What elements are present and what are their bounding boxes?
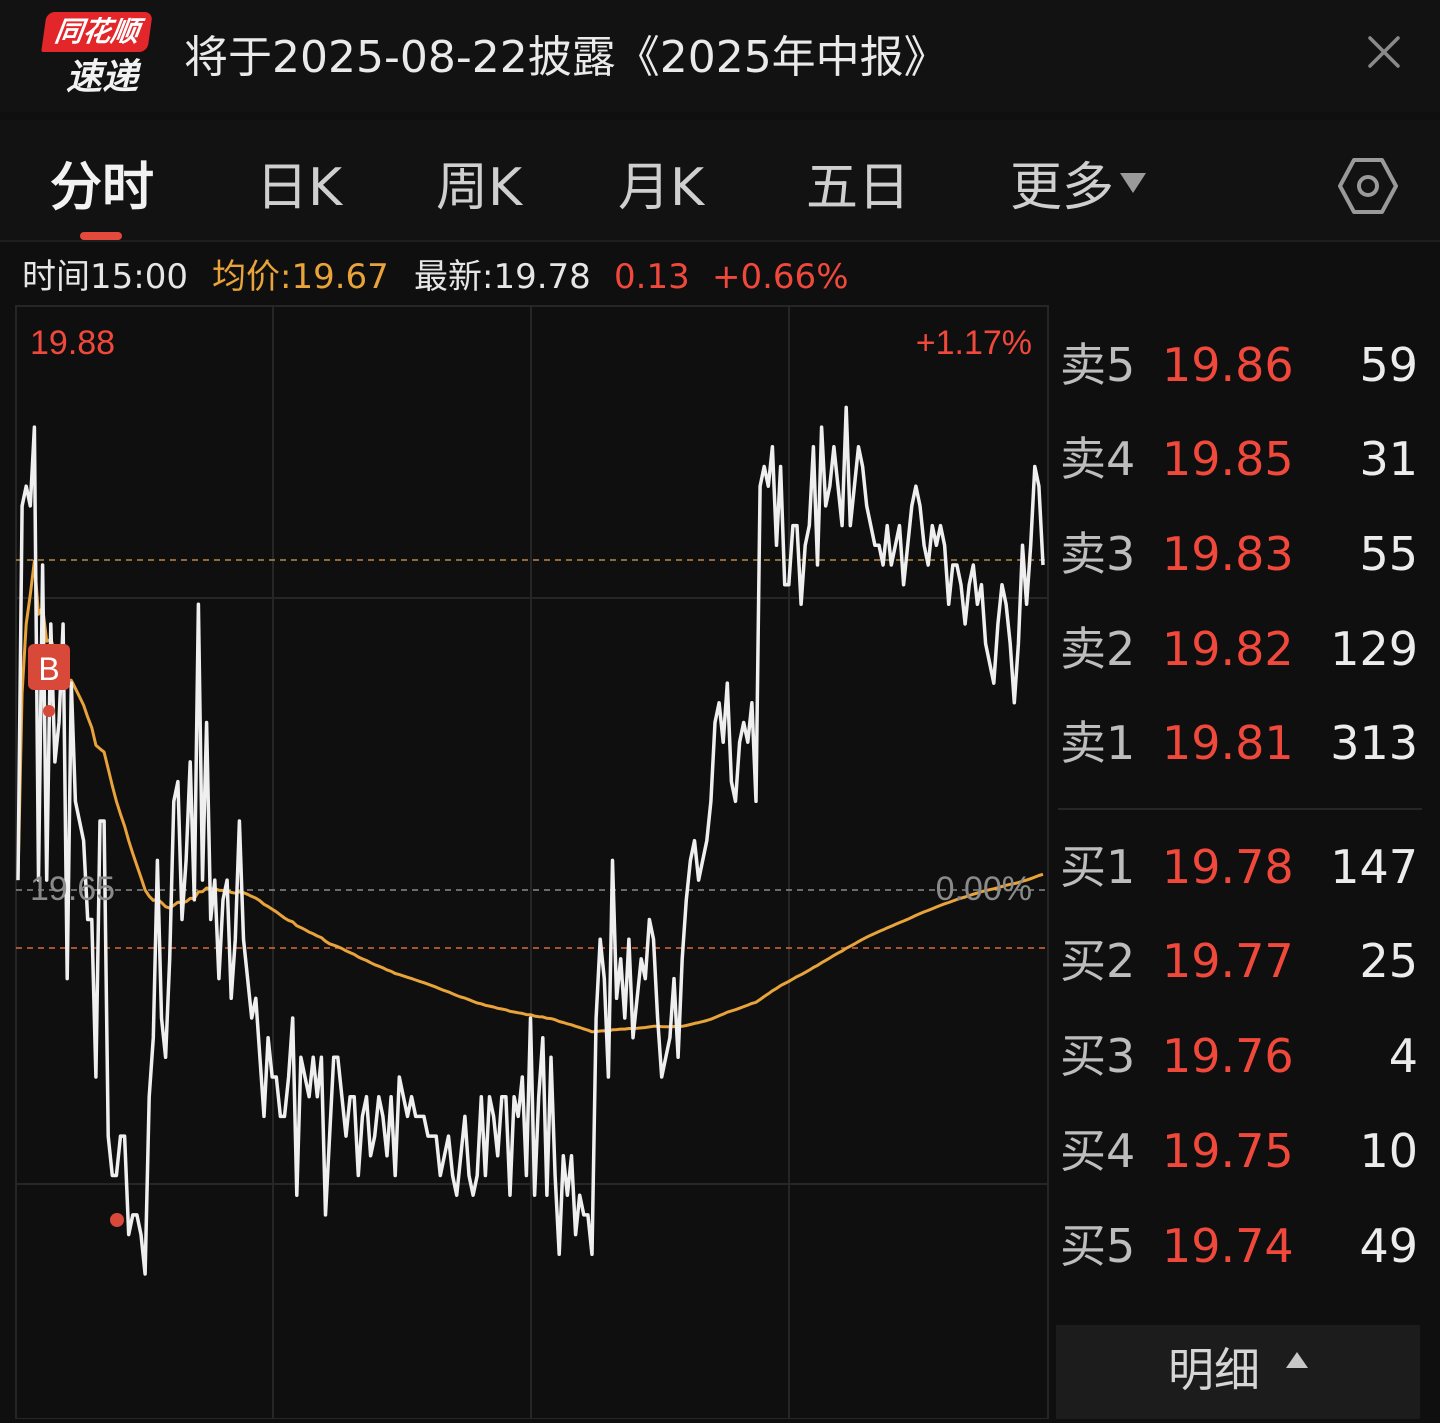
trade-point-dot bbox=[110, 1213, 124, 1227]
pct-mid-label: 0.00% bbox=[936, 870, 1032, 908]
sell-price: 19.86 bbox=[1162, 338, 1294, 392]
buy-label: 买2 bbox=[1060, 934, 1136, 988]
buy-row-4[interactable]: 买4 19.75 10 bbox=[1050, 1104, 1440, 1198]
tab-more-label: 更多 bbox=[1010, 158, 1115, 218]
order-book: 卖5 19.86 59 卖4 19.85 31 卖3 19.83 55 卖2 1… bbox=[1050, 304, 1440, 1419]
change-value: 0.13 bbox=[614, 257, 690, 297]
buy-marker-label: B bbox=[38, 651, 59, 687]
sell-volume: 129 bbox=[1330, 622, 1418, 676]
sell-label: 卖3 bbox=[1060, 527, 1136, 581]
tab-weekly-k[interactable]: 周K bbox=[436, 158, 523, 218]
sell-row-3[interactable]: 卖3 19.83 55 bbox=[1050, 507, 1440, 601]
sell-label: 卖2 bbox=[1060, 622, 1136, 676]
sell-volume: 31 bbox=[1359, 432, 1418, 486]
sell-label: 卖4 bbox=[1060, 432, 1136, 486]
sell-row-1[interactable]: 卖1 19.81 313 bbox=[1050, 696, 1440, 790]
sell-volume: 59 bbox=[1359, 338, 1418, 392]
tab-more[interactable]: 更多 bbox=[1010, 156, 1147, 220]
buy-marker-dot bbox=[43, 705, 55, 717]
sell-row-2[interactable]: 卖2 19.82 129 bbox=[1050, 602, 1440, 696]
intraday-chart-svg: 19.88 +1.17% 19.65 0.00% B bbox=[15, 305, 1049, 1420]
buy-label: 买3 bbox=[1060, 1029, 1136, 1083]
buy-price: 19.76 bbox=[1162, 1029, 1294, 1083]
close-icon-glyph bbox=[1368, 36, 1400, 68]
brand-logo: 同花顺 速递 bbox=[41, 12, 154, 100]
buy-price: 19.77 bbox=[1162, 934, 1294, 988]
latest-price-label: 最新:19.78 bbox=[414, 257, 591, 297]
tab-five-day[interactable]: 五日 bbox=[806, 158, 911, 218]
buy-row-5[interactable]: 买5 19.74 49 bbox=[1050, 1199, 1440, 1293]
logo-bottom-text: 速递 bbox=[65, 57, 138, 98]
notification-headline[interactable]: 将于2025-08-22披露《2025年中报》 bbox=[184, 32, 948, 83]
buy-volume: 4 bbox=[1388, 1029, 1418, 1083]
price-line bbox=[16, 405, 1045, 1276]
buy-row-1[interactable]: 买1 19.78 147 bbox=[1050, 820, 1440, 914]
change-percent: +0.66% bbox=[712, 257, 849, 297]
buy-price: 19.78 bbox=[1162, 840, 1294, 894]
caret-up-icon bbox=[1286, 1351, 1308, 1368]
pct-high-label: +1.17% bbox=[916, 324, 1032, 362]
buy-volume: 49 bbox=[1359, 1219, 1418, 1273]
buy-price: 19.74 bbox=[1162, 1219, 1294, 1273]
sell-volume: 313 bbox=[1330, 716, 1418, 770]
quote-info-line: 时间15:00 均价:19.67 最新:19.78 0.13 +0.66% bbox=[0, 250, 1440, 304]
buy-volume: 25 bbox=[1359, 934, 1418, 988]
sell-price: 19.83 bbox=[1162, 527, 1294, 581]
trade-detail-label: 明细 bbox=[1168, 1343, 1260, 1397]
intraday-chart[interactable]: 19.88 +1.17% 19.65 0.00% B bbox=[0, 304, 1050, 1420]
sell-price: 19.85 bbox=[1162, 432, 1294, 486]
buy-marker[interactable]: B bbox=[28, 644, 70, 717]
sell-row-4[interactable]: 卖4 19.85 31 bbox=[1050, 412, 1440, 506]
settings-glyph bbox=[1338, 158, 1398, 214]
buy-row-2[interactable]: 买2 19.77 25 bbox=[1050, 914, 1440, 1008]
buy-price: 19.75 bbox=[1162, 1124, 1294, 1178]
chart-tabs: 分时 日K 周K 月K 五日 更多 bbox=[0, 120, 1440, 242]
active-tab-indicator bbox=[80, 232, 122, 240]
notification-bar[interactable]: 同花顺 速递 将于2025-08-22披露《2025年中报》 bbox=[0, 0, 1440, 112]
avg-price-label: 均价:19.67 bbox=[212, 257, 389, 297]
caret-down-icon bbox=[1120, 173, 1147, 193]
tab-daily-k[interactable]: 日K bbox=[256, 158, 343, 218]
y-axis-mid-label: 19.65 bbox=[30, 870, 115, 908]
buy-label: 买1 bbox=[1060, 840, 1136, 894]
buy-row-3[interactable]: 买3 19.76 4 bbox=[1050, 1009, 1440, 1103]
trade-detail-button[interactable]: 明细 bbox=[1056, 1325, 1420, 1419]
buy-volume: 147 bbox=[1330, 840, 1418, 894]
logo-top-text: 同花顺 bbox=[41, 12, 153, 52]
buy-marker-box bbox=[28, 644, 70, 690]
orderbook-divider bbox=[1058, 808, 1422, 810]
buy-label: 买4 bbox=[1060, 1124, 1136, 1178]
sell-row-5[interactable]: 卖5 19.86 59 bbox=[1050, 318, 1440, 412]
y-axis-high-label: 19.88 bbox=[30, 324, 115, 362]
average-price-line bbox=[16, 559, 1044, 1034]
close-icon[interactable] bbox=[1360, 28, 1408, 76]
hexagon-settings-icon[interactable] bbox=[1336, 154, 1400, 218]
sell-label: 卖5 bbox=[1060, 338, 1136, 392]
tab-intraday[interactable]: 分时 bbox=[50, 158, 155, 218]
time-label: 时间15:00 bbox=[22, 257, 188, 297]
sell-price: 19.81 bbox=[1162, 716, 1294, 770]
sell-volume: 55 bbox=[1359, 527, 1418, 581]
buy-volume: 10 bbox=[1359, 1124, 1418, 1178]
tab-monthly-k[interactable]: 月K bbox=[618, 158, 705, 218]
buy-label: 买5 bbox=[1060, 1219, 1136, 1273]
sell-price: 19.82 bbox=[1162, 622, 1294, 676]
sell-label: 卖1 bbox=[1060, 716, 1136, 770]
